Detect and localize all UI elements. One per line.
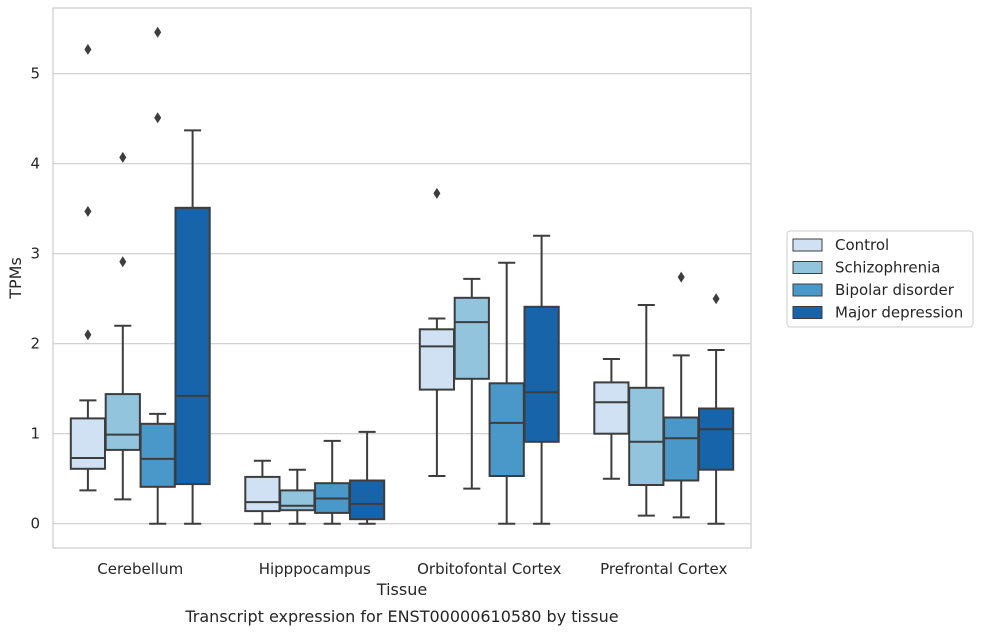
outlier-point [712,293,720,305]
outlier-point [154,112,162,124]
outlier-point [677,271,685,283]
interquartile-box [663,416,700,482]
interquartile-box [244,475,281,513]
interquartile-box [139,422,176,488]
interquartile-box [523,305,560,443]
interquartile-box [279,489,316,512]
legend-label: Schizophrenia [835,259,940,277]
series-major-depression [174,129,735,525]
y-tick-label: 0 [30,515,40,533]
interquartile-box [453,296,490,380]
legend: Control Schizophrenia Bipolar disorder Majo… [786,230,974,328]
x-tick-label: Hipppocampus [259,560,371,578]
legend-items: Control Schizophrenia Bipolar disorder Majo… [792,236,963,322]
series-bipolar-disorder [139,26,700,525]
x-tick-label: Orbitofontal Cortex [417,560,561,578]
outlier-point [84,329,92,341]
outlier-point [154,26,162,38]
legend-swatch [792,261,823,274]
outlier-point [84,43,92,55]
series-schizophrenia [104,151,665,525]
chart-title: Transcript expression for ENST0000061058… [184,607,618,626]
outlier-point [119,256,127,268]
box-orbitofontal-cortex [453,277,490,490]
y-tick-label: 5 [30,65,40,83]
x-axis-label: Tissue [376,580,427,599]
interquartile-box [174,206,211,486]
box-orbitofontal-cortex [523,234,560,525]
interquartile-box [628,386,665,486]
x-tick-label: Prefrontal Cortex [600,560,727,578]
box-series [69,26,735,525]
legend-swatch [792,283,823,297]
y-tick-label: 4 [30,155,40,173]
box-hipppocampus [279,468,316,525]
legend-label: Control [835,236,889,254]
legend-swatch [792,238,823,252]
legend-label: Bipolar disorder [835,281,955,299]
y-tick-labels: 0 1 2 3 4 5 [30,65,40,533]
legend-swatch [792,306,823,319]
interquartile-box [418,328,456,391]
interquartile-box [348,479,386,521]
legend-frame [786,230,974,328]
interquartile-box [593,381,630,435]
y-tick-label: 3 [30,245,40,263]
box-cerebellum [174,129,211,525]
y-tick-label: 1 [30,425,40,443]
box-orbitofontal-cortex [418,187,456,477]
interquartile-box [488,382,525,477]
box-hipppocampus [348,430,386,525]
interquartile-box [104,393,141,451]
box-cerebellum [104,151,141,501]
box-prefrontal-cortex [697,293,735,525]
box-prefrontal-cortex [593,358,630,480]
interquartile-box [69,417,107,470]
plot-frame [52,7,752,549]
y-tick-label: 2 [30,335,40,353]
box-cerebellum [139,26,176,525]
outlier-point [433,187,441,199]
box-prefrontal-cortex [663,271,700,519]
outlier-point [119,151,127,163]
x-tick-label: Cerebellum [97,560,183,578]
y-axis-label: TPMs [6,257,25,300]
legend-label: Major depression [835,304,963,322]
interquartile-box [697,407,735,471]
series-control [69,43,630,525]
x-tick-labels: Cerebellum Hipppocampus Orbitofontal Corte… [97,560,727,578]
outlier-point [84,205,92,217]
box-orbitofontal-cortex [488,261,525,525]
box-hipppocampus [244,459,281,525]
